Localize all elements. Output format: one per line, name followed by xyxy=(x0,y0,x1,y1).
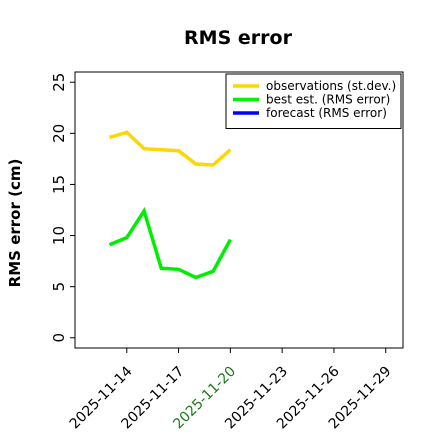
y-axis: 0 5 10 15 20 25 xyxy=(50,73,75,343)
chart-title: RMS error xyxy=(184,27,293,49)
y-tick-label: 5 xyxy=(50,282,68,292)
series-line-0 xyxy=(109,130,232,167)
legend-label-1: best est. (RMS error) xyxy=(266,93,390,107)
y-tick-label: 25 xyxy=(50,73,68,92)
y-tick-label: 0 xyxy=(50,333,68,343)
series-line-1 xyxy=(108,206,232,280)
y-tick-label: 10 xyxy=(50,226,68,245)
legend-label-0: observations (st.dev.) xyxy=(266,79,396,93)
y-tick-label: 20 xyxy=(50,124,68,143)
y-axis-label: RMS error (cm) xyxy=(6,159,24,288)
y-tick-label: 15 xyxy=(50,175,68,194)
legend-label-2: forecast (RMS error) xyxy=(266,106,387,120)
series-lines xyxy=(108,130,232,280)
plot-area xyxy=(74,71,404,349)
legend: observations (st.dev.)best est. (RMS err… xyxy=(225,73,402,129)
x-axis: 2025-11-142025-11-172025-11-202025-11-23… xyxy=(67,348,395,432)
